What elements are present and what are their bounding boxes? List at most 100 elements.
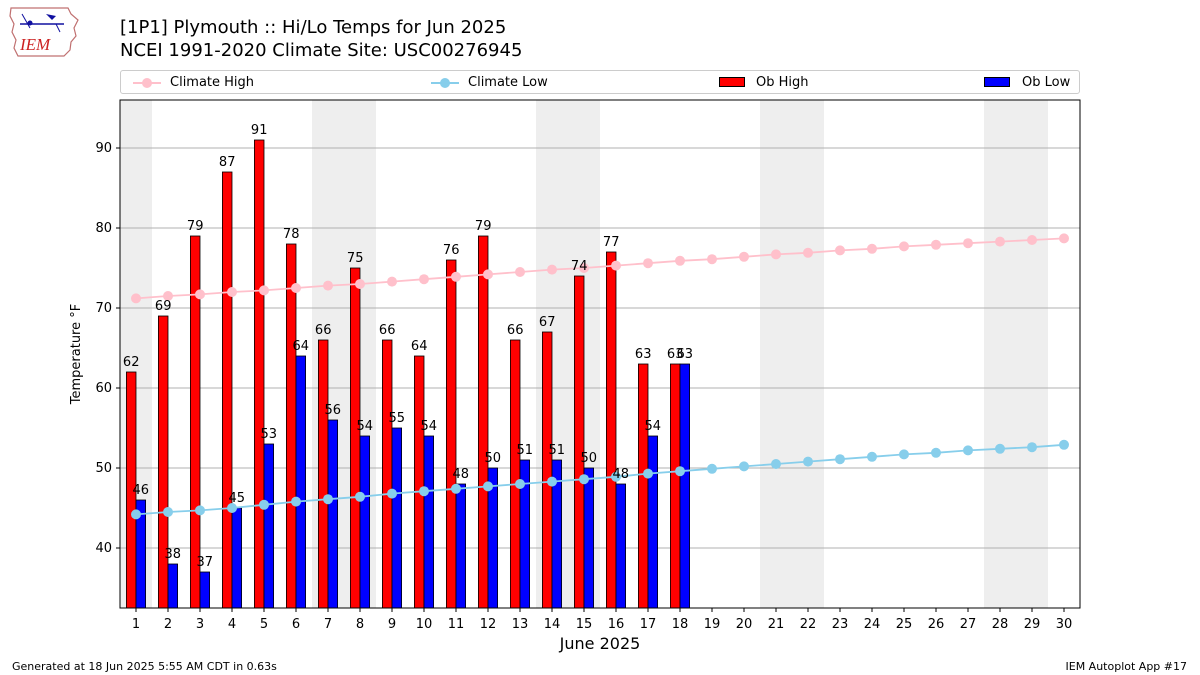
chart-title: [1P1] Plymouth :: Hi/Lo Temps for Jun 20… <box>120 17 507 38</box>
ob-high-label: 66 <box>507 323 524 338</box>
x-tick-label: 2 <box>164 617 172 632</box>
x-tick-label: 20 <box>736 617 753 632</box>
weekend-shade <box>984 100 1016 608</box>
climate-low-point <box>131 509 141 520</box>
x-tick-label: 25 <box>896 617 913 632</box>
climate-low-point <box>291 496 301 507</box>
ob-low-label: 63 <box>677 347 694 362</box>
ob-low-bar <box>359 435 371 609</box>
ob-high-bar <box>317 339 329 609</box>
ob-high-bar <box>445 259 457 609</box>
ob-low-label: 55 <box>389 411 406 426</box>
climate-low-point <box>675 466 685 477</box>
climate-high-point <box>259 285 269 296</box>
ob-low-bar <box>327 419 339 609</box>
climate-high-point <box>675 255 685 266</box>
y-axis-label: Temperature °F <box>69 304 84 405</box>
x-tick-label: 4 <box>228 617 236 632</box>
climate-low-point <box>867 451 877 462</box>
climate-high-marker <box>142 78 152 88</box>
climate-high-point <box>1027 235 1037 245</box>
x-tick-label: 29 <box>1024 617 1041 632</box>
legend-label-climate-high: Climate High <box>170 75 255 90</box>
ob-low-bar <box>455 483 467 609</box>
climate-high-point <box>707 254 717 265</box>
x-tick-label: 24 <box>864 617 881 632</box>
climate-low-marker <box>440 78 450 88</box>
ob-low-label: 50 <box>581 451 598 466</box>
climate-low-point <box>259 499 269 510</box>
x-tick-label: 22 <box>800 617 817 632</box>
ob-low-bar <box>423 435 435 609</box>
x-tick-label: 26 <box>928 617 945 632</box>
ob-low-label: 54 <box>645 419 662 434</box>
ob-high-swatch <box>719 77 745 87</box>
x-tick-label: 7 <box>324 617 332 632</box>
legend: Climate High Climate Low Ob High Ob Low <box>120 70 1080 94</box>
ob-high-bar <box>670 363 681 609</box>
climate-high-point <box>1059 233 1069 244</box>
climate-low-point <box>643 468 653 479</box>
ob-high-bar <box>285 243 297 609</box>
climate-low-point <box>451 483 461 494</box>
ob-low-label: 38 <box>165 547 182 562</box>
ob-high-bar <box>221 171 233 609</box>
x-tick-label: 1 <box>132 617 140 632</box>
ob-low-bar <box>679 363 691 609</box>
x-tick-label: 30 <box>1056 617 1073 632</box>
climate-high-point <box>931 239 941 250</box>
ob-high-label: 75 <box>347 251 364 266</box>
ob-high-bar <box>349 267 361 609</box>
y-tick-label: 90 <box>95 141 112 156</box>
ob-low-label: 53 <box>261 427 278 442</box>
x-tick-label: 8 <box>356 617 364 632</box>
ob-high-label: 66 <box>379 323 396 338</box>
x-tick-label: 13 <box>512 617 529 632</box>
x-tick-label: 17 <box>640 617 657 632</box>
ob-high-label: 87 <box>219 155 236 170</box>
legend-label-climate-low: Climate Low <box>468 75 548 90</box>
climate-low-point <box>163 507 173 517</box>
x-tick-label: 6 <box>292 617 300 632</box>
climate-high-point <box>579 263 589 273</box>
ob-high-label: 74 <box>571 259 588 274</box>
climate-low-point <box>579 474 589 485</box>
climate-high-point <box>163 291 173 301</box>
ob-low-bar <box>167 563 179 609</box>
x-tick-label: 12 <box>480 617 497 632</box>
ob-high-bar <box>542 331 553 609</box>
ob-low-swatch <box>984 77 1010 87</box>
ob-high-bar <box>381 339 393 609</box>
ob-high-bar <box>157 315 169 609</box>
footer-generated: Generated at 18 Jun 2025 5:55 AM CDT in … <box>12 660 277 673</box>
climate-high-point <box>291 283 301 293</box>
y-tick-label: 40 <box>95 541 112 556</box>
climate-low-point <box>771 459 781 469</box>
x-tick-label: 19 <box>704 617 721 632</box>
weekend-shade <box>1016 100 1048 608</box>
climate-high-point <box>867 243 877 254</box>
climate-high-point <box>803 247 813 258</box>
climate-high-point <box>227 287 237 297</box>
ob-high-bar <box>477 235 489 609</box>
climate-low-point <box>1059 439 1069 450</box>
ob-high-bar <box>638 363 649 609</box>
ob-low-label: 45 <box>229 491 246 506</box>
x-tick-label: 23 <box>832 617 849 632</box>
climate-low-point <box>931 447 941 458</box>
ob-low-label: 51 <box>517 443 534 458</box>
weekend-shade <box>792 100 824 608</box>
ob-low-label: 46 <box>133 483 150 498</box>
climate-high-point <box>419 274 429 285</box>
climate-high-point <box>963 238 973 249</box>
climate-high-point <box>643 258 653 269</box>
ob-high-label: 63 <box>635 347 652 362</box>
x-axis-label: June 2025 <box>559 634 641 653</box>
climate-low-point <box>835 454 845 465</box>
ob-low-label: 54 <box>357 419 374 434</box>
y-tick-label: 50 <box>95 461 112 476</box>
climate-low-point <box>899 449 909 460</box>
ob-high-label: 77 <box>603 235 620 250</box>
climate-high-point <box>611 260 621 271</box>
